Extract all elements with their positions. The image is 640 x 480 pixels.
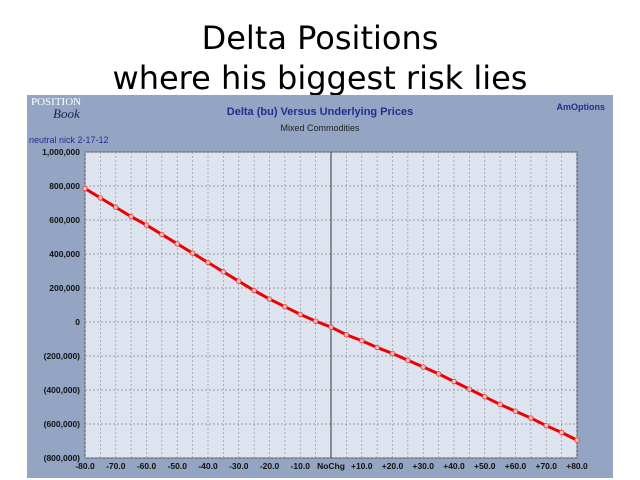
x-tick-label: +10.0 (351, 461, 373, 471)
data-point (236, 278, 242, 284)
data-point (497, 401, 503, 408)
data-point (451, 378, 457, 385)
brand-label: AmOptions (556, 102, 606, 112)
y-tick-label: 1,000,000 (42, 147, 80, 157)
y-tick-label: 200,000 (49, 283, 80, 293)
data-point (128, 213, 134, 220)
data-point (482, 394, 488, 400)
data-point (159, 231, 165, 238)
y-tick-label: (600,000) (44, 419, 81, 429)
x-tick-label: +80.0 (566, 461, 588, 471)
data-point (251, 287, 257, 294)
data-point (82, 185, 88, 192)
data-point (558, 429, 565, 436)
chart-title: Delta (bu) Versus Underlying Prices (226, 106, 414, 118)
x-tick-label: +50.0 (474, 461, 496, 471)
x-tick-label: +40.0 (443, 461, 465, 471)
slide-title: Delta Positions where his biggest risk l… (0, 18, 640, 98)
data-point (297, 311, 303, 318)
x-tick-label: +20.0 (382, 461, 404, 471)
data-point (543, 423, 549, 429)
data-point (574, 437, 580, 443)
y-tick-label: 400,000 (49, 249, 80, 259)
data-point (189, 250, 196, 256)
data-point (512, 408, 519, 414)
data-point (374, 344, 380, 351)
data-point (343, 332, 350, 338)
slide-title-line2: where his biggest risk lies (112, 59, 528, 97)
y-tick-label: (800,000) (44, 453, 81, 463)
x-tick-label: -30.0 (229, 461, 249, 471)
data-point (312, 318, 319, 324)
chart-panel: POSITION Book Delta (bu) Versus Underlyin… (27, 95, 613, 478)
data-point (97, 195, 104, 201)
data-point (282, 303, 288, 310)
x-tick-label: +30.0 (412, 461, 434, 471)
chart-svg: 1,000,000 800,000 600,000 400,000 200,000 0 (2… (42, 147, 588, 471)
chart-subtitle: Mixed Commodities (280, 123, 360, 133)
x-tick-label: -80.0 (75, 461, 95, 471)
data-point (328, 324, 334, 330)
positionbook-logo: POSITION Book (31, 96, 82, 121)
data-point (420, 364, 426, 370)
x-tick-label: -40.0 (198, 461, 218, 471)
data-point (435, 371, 442, 377)
x-tick-label: -60.0 (137, 461, 157, 471)
y-tick-label: 600,000 (49, 215, 80, 225)
data-point (113, 204, 119, 210)
data-point (266, 296, 273, 302)
x-tick-label: -10.0 (291, 461, 311, 471)
slide-title-line1: Delta Positions (201, 19, 439, 57)
chart-note: neutral nick 2-17-12 (29, 135, 109, 145)
y-tick-label: 800,000 (49, 181, 80, 191)
x-tick-label: +60.0 (505, 461, 527, 471)
x-tick-label: -70.0 (106, 461, 126, 471)
x-tick-label: +70.0 (535, 461, 557, 471)
x-tick-label: -50.0 (168, 461, 188, 471)
data-point (528, 415, 534, 421)
data-point (174, 241, 180, 247)
y-tick-label: (200,000) (44, 351, 81, 361)
data-point (205, 259, 211, 266)
data-point (389, 350, 396, 357)
x-tick-label: NoChg (317, 461, 345, 471)
x-tick-label: -20.0 (260, 461, 280, 471)
data-point (220, 269, 227, 275)
data-point (143, 222, 150, 228)
data-point (466, 386, 473, 392)
data-point (359, 337, 365, 344)
y-tick-label: (400,000) (44, 385, 81, 395)
data-point (405, 357, 411, 363)
y-tick-label: 0 (75, 317, 80, 327)
